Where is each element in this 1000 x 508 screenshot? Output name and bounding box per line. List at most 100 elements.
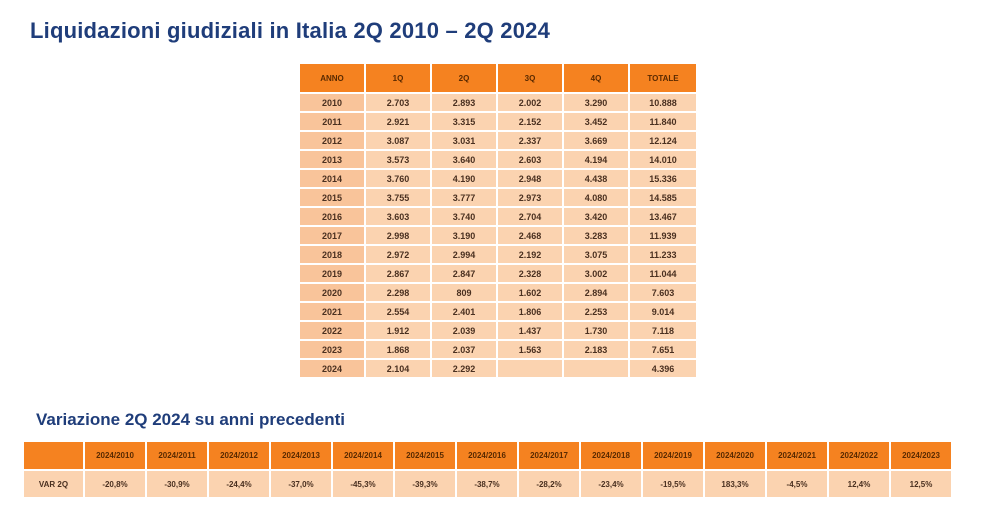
value-cell: 1.602: [498, 284, 562, 301]
value-cell: 3.315: [432, 113, 496, 130]
variation-value-cell: -39,3%: [395, 471, 455, 497]
value-cell: 2.893: [432, 94, 496, 111]
table-row: 2020 2.298 809 1.602 2.894 7.603: [300, 284, 696, 301]
variation-column-header: 2024/2020: [705, 442, 765, 469]
value-cell: 3.420: [564, 208, 628, 225]
variation-column-header: 2024/2022: [829, 442, 889, 469]
variation-value-cell: -37,0%: [271, 471, 331, 497]
value-cell: 15.336: [630, 170, 696, 187]
value-cell: 1.563: [498, 341, 562, 358]
value-cell: 4.190: [432, 170, 496, 187]
value-cell: 4.438: [564, 170, 628, 187]
value-cell: 1.912: [366, 322, 430, 339]
value-cell: 2.921: [366, 113, 430, 130]
value-cell: 14.010: [630, 151, 696, 168]
variation-column-header: 2024/2017: [519, 442, 579, 469]
value-cell: 3.031: [432, 132, 496, 149]
value-cell: 9.014: [630, 303, 696, 320]
value-cell: 3.290: [564, 94, 628, 111]
variation-value-cell: -20,8%: [85, 471, 145, 497]
year-cell: 2022: [300, 322, 364, 339]
value-cell: 3.573: [366, 151, 430, 168]
variation-value-cell: 12,5%: [891, 471, 951, 497]
value-cell: 11.233: [630, 246, 696, 263]
column-header-3q: 3Q: [498, 64, 562, 92]
value-cell: 7.603: [630, 284, 696, 301]
section-subtitle: Variazione 2Q 2024 su anni precedenti: [36, 410, 345, 429]
value-cell: [564, 360, 628, 377]
value-cell: 3.603: [366, 208, 430, 225]
value-cell: 2.152: [498, 113, 562, 130]
value-cell: 2.037: [432, 341, 496, 358]
value-cell: 11.939: [630, 227, 696, 244]
value-cell: 2.253: [564, 303, 628, 320]
value-cell: 2.973: [498, 189, 562, 206]
value-cell: 2.948: [498, 170, 562, 187]
value-cell: 2.039: [432, 322, 496, 339]
year-cell: 2024: [300, 360, 364, 377]
variation-column-header: 2024/2019: [643, 442, 703, 469]
variation-column-header: 2024/2023: [891, 442, 951, 469]
value-cell: 809: [432, 284, 496, 301]
value-cell: 2.337: [498, 132, 562, 149]
column-header-2q: 2Q: [432, 64, 496, 92]
table-row: 2021 2.554 2.401 1.806 2.253 9.014: [300, 303, 696, 320]
value-cell: 2.603: [498, 151, 562, 168]
value-cell: 11.840: [630, 113, 696, 130]
table-row: 2018 2.972 2.994 2.192 3.075 11.233: [300, 246, 696, 263]
table-row: 2011 2.921 3.315 2.152 3.452 11.840: [300, 113, 696, 130]
value-cell: 3.669: [564, 132, 628, 149]
liquidations-table: ANNO 1Q 2Q 3Q 4Q TOTALE 2010 2.703 2.893 2.…: [298, 62, 698, 379]
value-cell: 2.704: [498, 208, 562, 225]
value-cell: 2.468: [498, 227, 562, 244]
table-row: 2010 2.703 2.893 2.002 3.290 10.888: [300, 94, 696, 111]
value-cell: 1.868: [366, 341, 430, 358]
year-cell: 2011: [300, 113, 364, 130]
table-row: 2015 3.755 3.777 2.973 4.080 14.585: [300, 189, 696, 206]
value-cell: 2.867: [366, 265, 430, 282]
table-header-row: ANNO 1Q 2Q 3Q 4Q TOTALE: [300, 64, 696, 92]
table-row: 2024 2.104 2.292 4.396: [300, 360, 696, 377]
table-row: 2016 3.603 3.740 2.704 3.420 13.467: [300, 208, 696, 225]
year-cell: 2010: [300, 94, 364, 111]
table-row: 2019 2.867 2.847 2.328 3.002 11.044: [300, 265, 696, 282]
variation-corner-cell: [24, 442, 83, 469]
variation-header-row: 2024/2010 2024/2011 2024/2012 2024/2013 2024…: [24, 442, 951, 469]
variation-value-cell: 12,4%: [829, 471, 889, 497]
column-header-1q: 1Q: [366, 64, 430, 92]
value-cell: 2.298: [366, 284, 430, 301]
value-cell: 2.183: [564, 341, 628, 358]
year-cell: 2012: [300, 132, 364, 149]
value-cell: 2.292: [432, 360, 496, 377]
value-cell: 2.703: [366, 94, 430, 111]
variation-column-header: 2024/2021: [767, 442, 827, 469]
table-row: 2022 1.912 2.039 1.437 1.730 7.118: [300, 322, 696, 339]
value-cell: 7.651: [630, 341, 696, 358]
variation-column-header: 2024/2010: [85, 442, 145, 469]
value-cell: 2.554: [366, 303, 430, 320]
value-cell: 2.401: [432, 303, 496, 320]
column-header-totale: TOTALE: [630, 64, 696, 92]
year-cell: 2014: [300, 170, 364, 187]
variation-column-header: 2024/2015: [395, 442, 455, 469]
table-row: 2014 3.760 4.190 2.948 4.438 15.336: [300, 170, 696, 187]
value-cell: 1.806: [498, 303, 562, 320]
variation-column-header: 2024/2014: [333, 442, 393, 469]
value-cell: 3.452: [564, 113, 628, 130]
value-cell: 3.755: [366, 189, 430, 206]
year-cell: 2017: [300, 227, 364, 244]
value-cell: 2.894: [564, 284, 628, 301]
variation-value-cell: 183,3%: [705, 471, 765, 497]
variation-value-cell: -45,3%: [333, 471, 393, 497]
year-cell: 2021: [300, 303, 364, 320]
value-cell: 2.972: [366, 246, 430, 263]
variation-value-cell: -38,7%: [457, 471, 517, 497]
value-cell: 1.437: [498, 322, 562, 339]
value-cell: 10.888: [630, 94, 696, 111]
value-cell: 12.124: [630, 132, 696, 149]
value-cell: 3.002: [564, 265, 628, 282]
value-cell: 3.760: [366, 170, 430, 187]
value-cell: 2.994: [432, 246, 496, 263]
page-title: Liquidazioni giudiziali in Italia 2Q 201…: [30, 18, 551, 43]
column-header-4q: 4Q: [564, 64, 628, 92]
